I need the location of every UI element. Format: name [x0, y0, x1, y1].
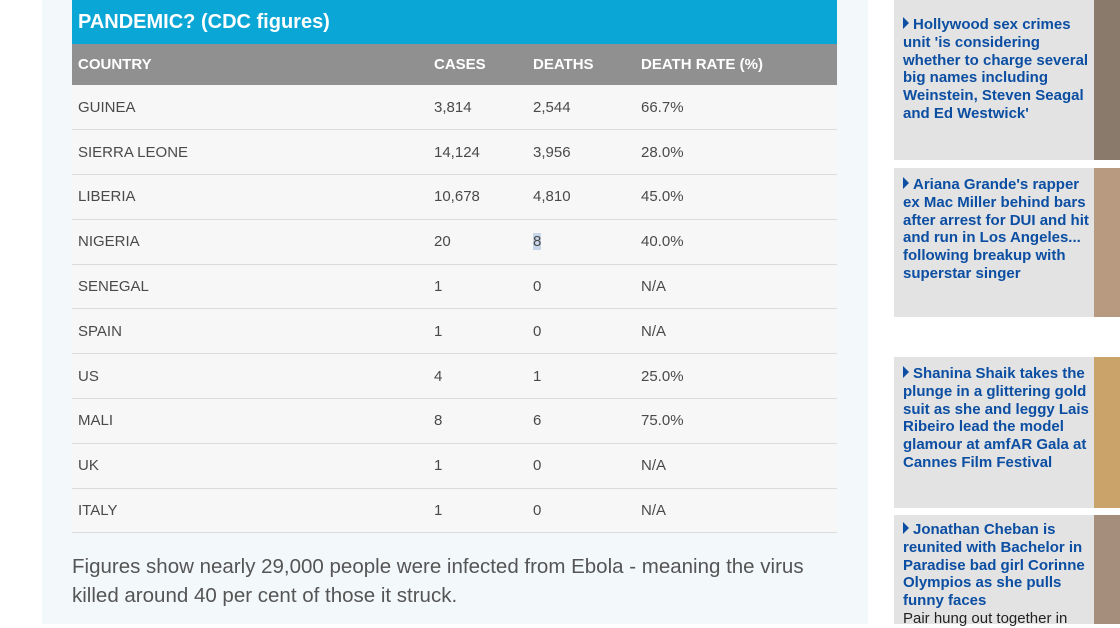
sidebar-story[interactable]: Hollywood sex crimes unit 'is considerin… — [894, 0, 1120, 160]
cell-deaths: 6 — [533, 412, 542, 430]
cell-deaths: 0 — [533, 278, 542, 296]
cell-death-rate: 45.0% — [641, 188, 684, 206]
article-background — [42, 0, 868, 624]
table-row: ITALY 1 0 N/A — [72, 488, 837, 533]
cell-country: ITALY — [78, 502, 118, 520]
cell-cases: 20 — [434, 233, 451, 251]
story-headline: Shanina Shaik takes the plunge in a glit… — [903, 365, 1089, 471]
cell-deaths: 2,544 — [533, 98, 571, 116]
story-thumbnail[interactable] — [1094, 0, 1120, 160]
header-deaths: DEATHS — [533, 56, 594, 73]
cell-death-rate: 75.0% — [641, 412, 684, 430]
story-thumbnail[interactable] — [1094, 515, 1120, 624]
table-header-row: COUNTRY CASES DEATHS DEATH RATE (%) — [72, 44, 837, 85]
article-caption: Figures show nearly 29,000 people were i… — [72, 555, 804, 607]
cell-country: SPAIN — [78, 322, 122, 340]
cell-death-rate: 66.7% — [641, 98, 684, 116]
cell-cases: 10,678 — [434, 188, 480, 206]
cell-country: US — [78, 367, 99, 385]
cell-cases: 8 — [434, 412, 443, 430]
sidebar-story[interactable]: Ariana Grande's rapper ex Mac Miller beh… — [894, 168, 1120, 317]
story-thumbnail[interactable] — [1094, 357, 1120, 508]
cell-deaths: 0 — [533, 322, 542, 340]
cell-cases: 1 — [434, 502, 443, 520]
cell-deaths: 4,810 — [533, 188, 571, 206]
cell-deaths: 3,956 — [533, 143, 571, 161]
cell-cases: 4 — [434, 367, 443, 385]
table-row: SENEGAL 1 0 N/A — [72, 264, 837, 309]
triangle-right-icon — [903, 522, 909, 534]
table-row: MALI 8 6 75.0% — [72, 398, 837, 444]
story-headline: Hollywood sex crimes unit 'is considerin… — [903, 16, 1089, 122]
cell-cases: 1 — [434, 278, 443, 296]
cell-death-rate: N/A — [641, 278, 667, 296]
story-thumbnail[interactable] — [1094, 168, 1120, 317]
cell-death-rate: 28.0% — [641, 143, 684, 161]
story-headline-link[interactable]: Jonathan Cheban is reunited with Bachelo… — [903, 521, 1093, 628]
story-headline: Ariana Grande's rapper ex Mac Miller beh… — [903, 176, 1089, 282]
table-row: SPAIN 1 0 N/A — [72, 308, 837, 354]
story-snippet: Pair hung out together in — [903, 609, 1068, 627]
table-row: LIBERIA 10,678 4,810 45.0% — [72, 174, 837, 220]
cell-country: UK — [78, 457, 99, 475]
table-row: GUINEA 3,814 2,544 66.7% — [72, 85, 837, 130]
cell-deaths: 0 — [533, 457, 542, 475]
cell-death-rate: 25.0% — [641, 367, 684, 385]
cell-country: NIGERIA — [78, 233, 140, 251]
triangle-right-icon — [903, 17, 909, 29]
triangle-right-icon — [903, 177, 909, 189]
cell-deaths: 0 — [533, 502, 542, 520]
selected-text: 8 — [533, 233, 542, 251]
cell-death-rate: N/A — [641, 322, 667, 340]
story-headline-link[interactable]: Hollywood sex crimes unit 'is considerin… — [903, 16, 1093, 123]
header-death-rate: DEATH RATE (%) — [641, 56, 763, 73]
sidebar-story[interactable]: Jonathan Cheban is reunited with Bachelo… — [894, 515, 1120, 627]
story-headline-link[interactable]: Ariana Grande's rapper ex Mac Miller beh… — [903, 176, 1093, 283]
cell-cases: 3,814 — [434, 98, 472, 116]
cell-cases: 14,124 — [434, 143, 480, 161]
cell-death-rate: N/A — [641, 457, 667, 475]
cell-country: LIBERIA — [78, 188, 136, 206]
sidebar-story[interactable]: Shanina Shaik takes the plunge in a glit… — [894, 357, 1120, 508]
cell-cases: 1 — [434, 322, 443, 340]
cell-country: SENEGAL — [78, 278, 149, 296]
story-headline: Jonathan Cheban is reunited with Bachelo… — [903, 521, 1085, 610]
cell-deaths: 1 — [533, 367, 542, 385]
story-headline-link[interactable]: Shanina Shaik takes the plunge in a glit… — [903, 365, 1093, 472]
cell-deaths: 8 — [527, 219, 635, 264]
cell-country: GUINEA — [78, 98, 136, 116]
header-country: COUNTRY — [78, 56, 152, 73]
table-title: PANDEMIC? (CDC figures) — [72, 0, 837, 44]
cell-country: MALI — [78, 412, 114, 430]
cell-country: SIERRA LEONE — [78, 143, 189, 161]
data-table: COUNTRY CASES DEATHS DEATH RATE (%) GUIN… — [72, 44, 837, 533]
cell-cases: 1 — [434, 457, 443, 475]
header-cases: CASES — [434, 56, 486, 73]
triangle-right-icon — [903, 366, 909, 378]
cell-death-rate: 40.0% — [641, 233, 684, 251]
table-row: UK 1 0 N/A — [72, 443, 837, 489]
cell-death-rate: N/A — [641, 502, 667, 520]
sidebar-related-stories: Hollywood sex crimes unit 'is considerin… — [894, 0, 1120, 627]
table-row: US 4 1 25.0% — [72, 353, 837, 399]
table-row: SIERRA LEONE 14,124 3,956 28.0% — [72, 129, 837, 175]
cdc-figures-table: PANDEMIC? (CDC figures) COUNTRY CASES DE… — [72, 0, 837, 533]
table-row: NIGERIA 20 8 40.0% — [72, 219, 837, 265]
